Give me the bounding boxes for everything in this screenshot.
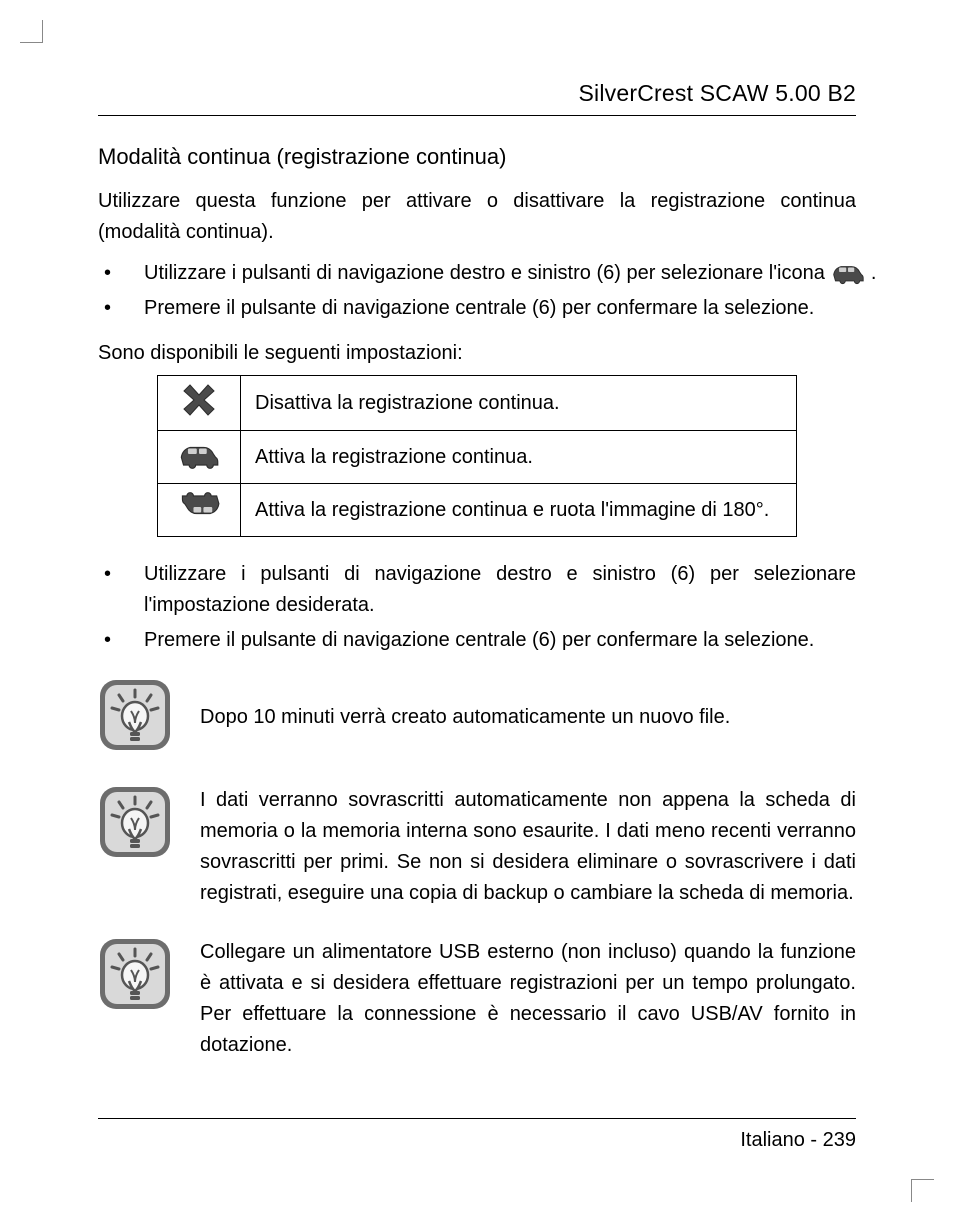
bullet-text: Premere il pulsante di navigazione centr…	[144, 629, 814, 651]
lightbulb-icon	[98, 785, 172, 864]
list-item: Utilizzare i pulsanti di navigazione des…	[98, 258, 856, 289]
list-item: Premere il pulsante di navigazione centr…	[98, 625, 856, 656]
note-text: Dopo 10 minuti verrà creato automaticame…	[200, 702, 856, 733]
crop-mark-top-left	[20, 20, 43, 43]
intro-paragraph: Utilizzare questa funzione per attivare …	[98, 186, 856, 248]
note-text: I dati verranno sovrascritti automaticam…	[200, 785, 856, 909]
table-row: Disattiva la registrazione continua.	[158, 376, 797, 431]
list-item: Utilizzare i pulsanti di navigazione des…	[98, 559, 856, 621]
option-text: Disattiva la registrazione continua.	[241, 376, 797, 431]
bullet-period: .	[871, 258, 877, 289]
list-item: Premere il pulsante di navigazione centr…	[98, 293, 856, 324]
product-name: SilverCrest SCAW 5.00 B2	[579, 80, 856, 106]
bullet-text: Premere il pulsante di navigazione centr…	[144, 297, 814, 319]
page-footer: Italiano - 239	[98, 1118, 856, 1152]
table-row: Attiva la registrazione continua.	[158, 431, 797, 484]
crop-mark-bottom-right	[911, 1179, 934, 1202]
bullet-list-top: Utilizzare i pulsanti di navigazione des…	[98, 258, 856, 324]
page-header: SilverCrest SCAW 5.00 B2	[98, 80, 856, 116]
option-icon-cell	[158, 484, 241, 537]
close-icon	[181, 401, 217, 423]
bullet-list-bottom: Utilizzare i pulsanti di navigazione des…	[98, 559, 856, 656]
car-icon	[178, 454, 220, 476]
lightbulb-icon	[98, 937, 172, 1016]
bullet-text: Utilizzare i pulsanti di navigazione des…	[144, 258, 825, 289]
note-row: Dopo 10 minuti verrà creato automaticame…	[98, 678, 856, 757]
note-row: Collegare un alimentatore USB esterno (n…	[98, 937, 856, 1061]
footer-text: Italiano - 239	[740, 1129, 856, 1151]
car-rotated-icon	[178, 507, 220, 529]
note-text: Collegare un alimentatore USB esterno (n…	[200, 937, 856, 1061]
page: SilverCrest SCAW 5.00 B2 Modalità contin…	[0, 0, 954, 1222]
lightbulb-icon	[98, 678, 172, 757]
options-table: Disattiva la registrazione continua. Att…	[157, 375, 797, 537]
option-icon-cell	[158, 376, 241, 431]
section-title: Modalità continua (registrazione continu…	[98, 144, 856, 170]
bullet-text: Utilizzare i pulsanti di navigazione des…	[144, 563, 856, 616]
note-row: I dati verranno sovrascritti automaticam…	[98, 785, 856, 909]
option-icon-cell	[158, 431, 241, 484]
settings-label: Sono disponibili le seguenti impostazion…	[98, 342, 856, 365]
option-text: Attiva la registrazione continua e ruota…	[241, 484, 797, 537]
option-text: Attiva la registrazione continua.	[241, 431, 797, 484]
car-icon	[831, 258, 865, 289]
table-row: Attiva la registrazione continua e ruota…	[158, 484, 797, 537]
